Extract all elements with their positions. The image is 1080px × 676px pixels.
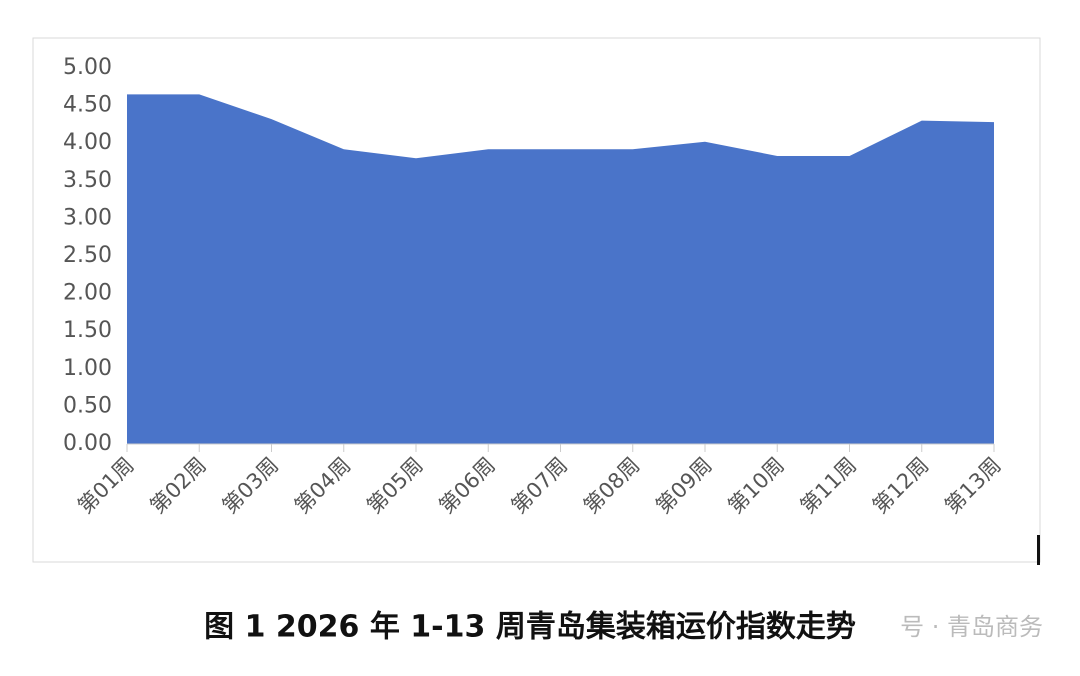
y-tick-label: 2.50 [63,243,112,268]
y-tick-label: 3.00 [63,205,112,230]
y-tick-label: 0.50 [63,393,112,418]
y-tick-label: 2.00 [63,281,112,306]
y-tick-label: 5.00 [63,55,112,80]
y-tick-label: 1.00 [63,356,112,381]
cursor [1037,535,1040,565]
y-tick-label: 4.50 [63,93,112,118]
y-tick-label: 3.50 [63,168,112,193]
y-tick-label: 4.00 [63,130,112,155]
y-tick-label: 1.50 [63,318,112,343]
area [127,94,994,444]
caption: 图 1 2026 年 1-13 周青岛集装箱运价指数走势 [204,610,856,645]
y-tick-label: 0.00 [63,431,112,456]
watermark: 号 · 青岛商务 [900,613,1043,641]
